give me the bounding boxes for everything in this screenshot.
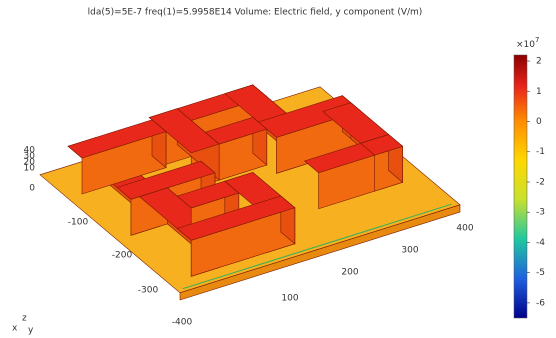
y-tick-label: 300 [401,246,418,256]
y-tick-label: 200 [341,268,358,278]
colorbar-tick-label: -2 [536,177,545,187]
colorbar-tick-label: -3 [536,208,545,218]
colorbar-tick-label: 1 [536,87,542,97]
colorbar-tick-label: -4 [536,238,545,248]
z-tick-label: 10 [24,164,36,174]
colorbar-tick-label: 2 [536,57,542,67]
exponent-base: ×10 [516,40,535,50]
plot-title: lda(5)=5E-7 freq(1)=5.9958E14 Volume: El… [88,8,423,18]
z-axis-label: z [22,314,27,324]
x-tick-label: -300 [138,286,159,296]
colorbar-tick-label: -1 [536,147,545,157]
y-axis-label: y [28,326,34,336]
colorbar-tick-label: 0 [536,117,542,127]
x-tick-label: -200 [112,251,133,261]
geometry [40,85,460,300]
colorbar-tick-label: -5 [536,268,545,278]
colorbar-exponent: ×107 [516,36,539,50]
z-tick-label: 0 [29,184,35,194]
x-tick-label: -400 [172,318,193,328]
colorbar [514,55,527,318]
y-tick-label: 400 [456,224,473,234]
colorbar-tick-label: -6 [536,298,545,308]
x-tick-label: -100 [68,218,89,228]
volume-plot: lda(5)=5E-7 freq(1)=5.9958E14 Volume: El… [0,0,556,338]
exponent-power: 7 [535,36,539,44]
y-tick-label: 100 [281,294,298,304]
x-axis-label: x [12,324,18,334]
